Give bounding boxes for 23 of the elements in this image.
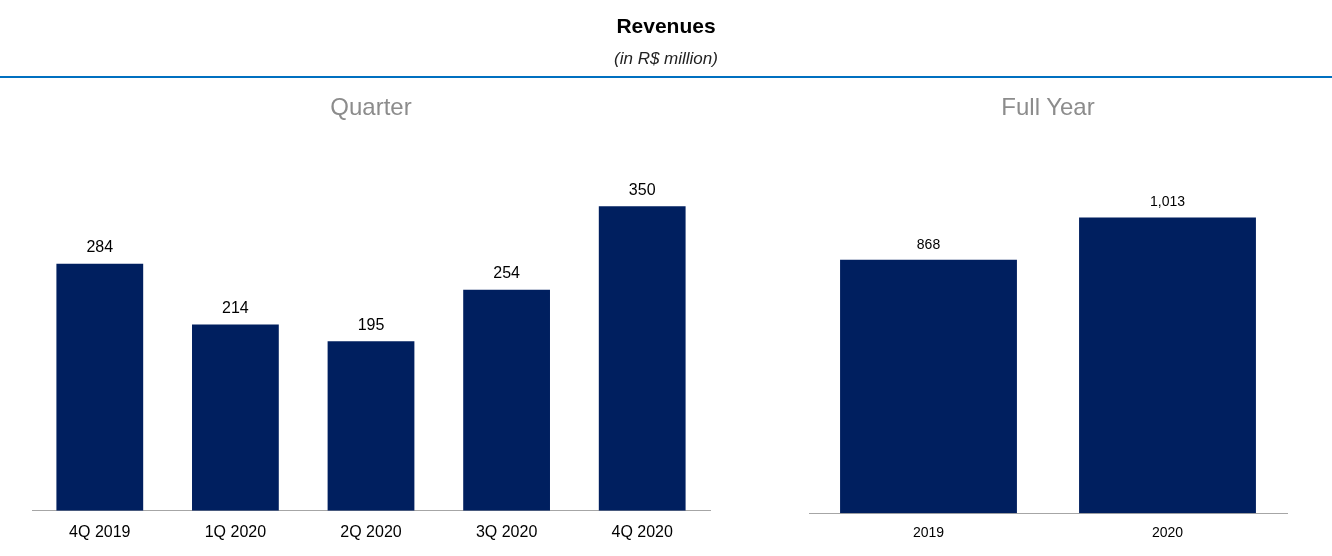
- x-tick-label: 2020: [1151, 524, 1184, 541]
- data-label: 195: [357, 315, 385, 333]
- chart-title: Quarter: [330, 93, 412, 121]
- data-label: 214: [222, 299, 249, 317]
- bar: [56, 263, 144, 511]
- x-tick-label: 2Q 2020: [340, 522, 402, 540]
- x-tick-label: 4Q 2019: [69, 522, 131, 540]
- bar: [598, 206, 686, 511]
- bar: [327, 341, 415, 511]
- x-tick-label: 2019: [912, 524, 945, 541]
- data-label: 1,013: [1149, 193, 1186, 210]
- data-label: 284: [86, 238, 114, 256]
- bar: [192, 324, 279, 511]
- bar: [463, 289, 550, 511]
- chart-title: Full Year: [1001, 93, 1095, 121]
- text: (in R$ million): [613, 49, 719, 69]
- x-tick-label: 3Q 2020: [475, 522, 538, 540]
- text: Revenues: [615, 14, 717, 38]
- data-label: 254: [493, 264, 521, 282]
- data-label: 350: [628, 180, 656, 198]
- data-label: 868: [916, 235, 941, 252]
- x-tick-label: 1Q 2020: [204, 522, 267, 540]
- x-tick-label: 4Q 2020: [611, 522, 673, 540]
